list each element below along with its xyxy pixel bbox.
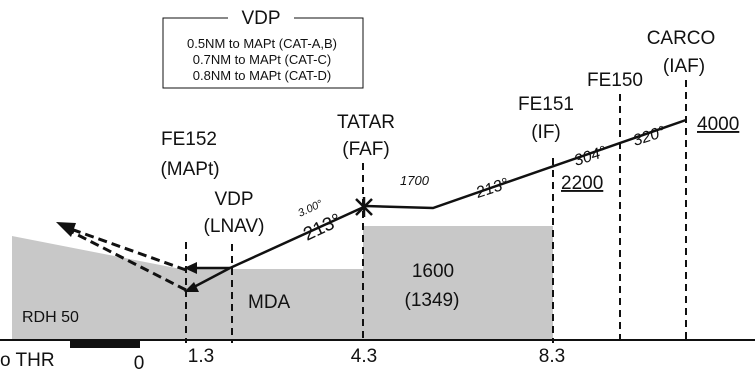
- runway-bar: [70, 340, 140, 348]
- tatar-altitude: 1700: [400, 173, 430, 188]
- fe150-name: FE150: [587, 70, 643, 91]
- terrain-left: [12, 236, 186, 340]
- descent-arrowhead: [184, 282, 199, 292]
- fe152-role: (MAPt): [160, 159, 219, 180]
- tatar-fix-symbol: [355, 197, 373, 217]
- distance-4-3: 4.3: [351, 346, 377, 367]
- minimum-altitude: 1600: [412, 261, 454, 282]
- fe151-role: (IF): [531, 122, 561, 143]
- course-304-label: 304°: [572, 143, 609, 170]
- vdp-box-line-3: 0.8NM to MAPt (CAT-D): [193, 68, 331, 83]
- vdp-box-line-1: 0.5NM to MAPt (CAT-A,B): [187, 36, 337, 51]
- distance-8-3: 8.3: [539, 346, 565, 367]
- vdp-role: (LNAV): [204, 216, 265, 237]
- distance-zero: 0: [134, 353, 145, 372]
- vdp-descent-segment: [191, 266, 231, 290]
- minimum-haat: (1349): [405, 290, 460, 311]
- tatar-role: (FAF): [342, 139, 390, 160]
- vdp-box-title: VDP: [241, 8, 280, 29]
- vdp-box-line-2: 0.7NM to MAPt (CAT-C): [193, 52, 331, 67]
- distance-1-3: 1.3: [188, 346, 214, 367]
- carco-name: CARCO: [647, 28, 716, 49]
- fe152-name: FE152: [161, 129, 217, 150]
- vdp-info-box: [162, 17, 364, 89]
- carco-role: (IAF): [663, 56, 705, 77]
- terrain-mda-block: [186, 269, 363, 340]
- approach-path: [229, 118, 687, 270]
- mda-label: MDA: [248, 292, 291, 313]
- missed-approach-arrowhead: [56, 222, 76, 237]
- course-320-label: 320°: [631, 123, 668, 150]
- tatar-name: TATAR: [337, 112, 395, 133]
- mda-arrowhead: [184, 262, 197, 274]
- missed-approach-path-lower: [71, 230, 187, 292]
- vdp-name: VDP: [214, 189, 253, 210]
- carco-altitude: 4000: [697, 114, 739, 135]
- terrain-final-block: [363, 226, 553, 340]
- missed-approach-path-upper: [67, 226, 187, 272]
- fe151-name: FE151: [518, 94, 574, 115]
- rdh-label: RDH 50: [22, 309, 79, 326]
- intermediate-course-label: 213°: [473, 175, 511, 202]
- fe151-altitude: 2200: [561, 173, 603, 194]
- thr-label: o THR: [0, 350, 55, 371]
